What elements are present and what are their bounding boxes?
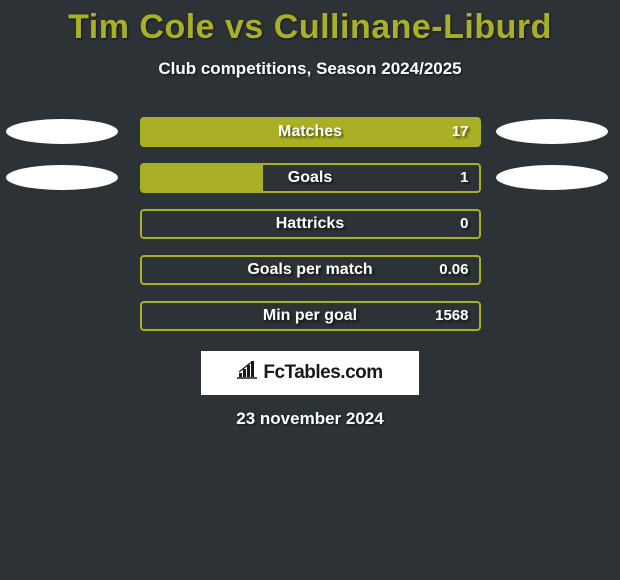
- bar-value: 1: [460, 169, 468, 186]
- bar-track: Goals per match0.06: [140, 255, 481, 285]
- bar-track: Matches17: [140, 117, 481, 147]
- logo: FcTables.com: [237, 361, 382, 385]
- bar-value: 0: [460, 215, 468, 232]
- bar-label: Goals per match: [142, 261, 479, 279]
- stats-rows: Matches17 Goals1 Hattricks0 Goals per match…: [0, 117, 620, 331]
- ellipse-marker-right: [496, 119, 608, 144]
- logo-box[interactable]: FcTables.com: [201, 351, 419, 395]
- stat-row: Matches17: [0, 117, 620, 147]
- barchart-icon: [237, 361, 259, 385]
- subtitle: Club competitions, Season 2024/2025: [0, 59, 620, 79]
- bar-value: 17: [452, 123, 469, 140]
- bar-label: Matches: [142, 123, 479, 141]
- page-title: Tim Cole vs Cullinane-Liburd: [0, 8, 620, 47]
- bar-label: Min per goal: [142, 307, 479, 325]
- logo-label: FcTables.com: [263, 362, 382, 384]
- stat-row: Goals1: [0, 163, 620, 193]
- ellipse-marker-left: [6, 165, 118, 190]
- ellipse-marker-right: [496, 165, 608, 190]
- bar-label: Goals: [142, 169, 479, 187]
- bar-value: 1568: [435, 307, 468, 324]
- bar-value: 0.06: [439, 261, 468, 278]
- bar-track: Min per goal1568: [140, 301, 481, 331]
- ellipse-marker-left: [6, 119, 118, 144]
- bar-label: Hattricks: [142, 215, 479, 233]
- stat-row: Hattricks0: [0, 209, 620, 239]
- stat-row: Goals per match0.06: [0, 255, 620, 285]
- bar-track: Goals1: [140, 163, 481, 193]
- bar-track: Hattricks0: [140, 209, 481, 239]
- comparison-panel: Tim Cole vs Cullinane-Liburd Club compet…: [0, 0, 620, 429]
- date-text: 23 november 2024: [0, 409, 620, 429]
- stat-row: Min per goal1568: [0, 301, 620, 331]
